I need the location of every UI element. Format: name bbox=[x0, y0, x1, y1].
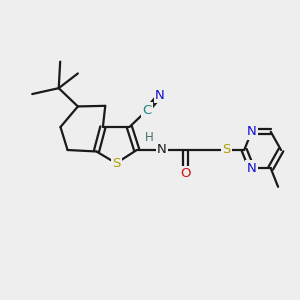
Text: S: S bbox=[222, 143, 231, 157]
Text: N: N bbox=[157, 143, 167, 157]
Text: N: N bbox=[247, 162, 256, 175]
Text: S: S bbox=[112, 157, 120, 170]
Text: N: N bbox=[247, 125, 256, 138]
Text: N: N bbox=[155, 89, 165, 102]
Text: C: C bbox=[142, 104, 152, 117]
Text: O: O bbox=[180, 167, 190, 180]
Text: H: H bbox=[145, 131, 154, 144]
